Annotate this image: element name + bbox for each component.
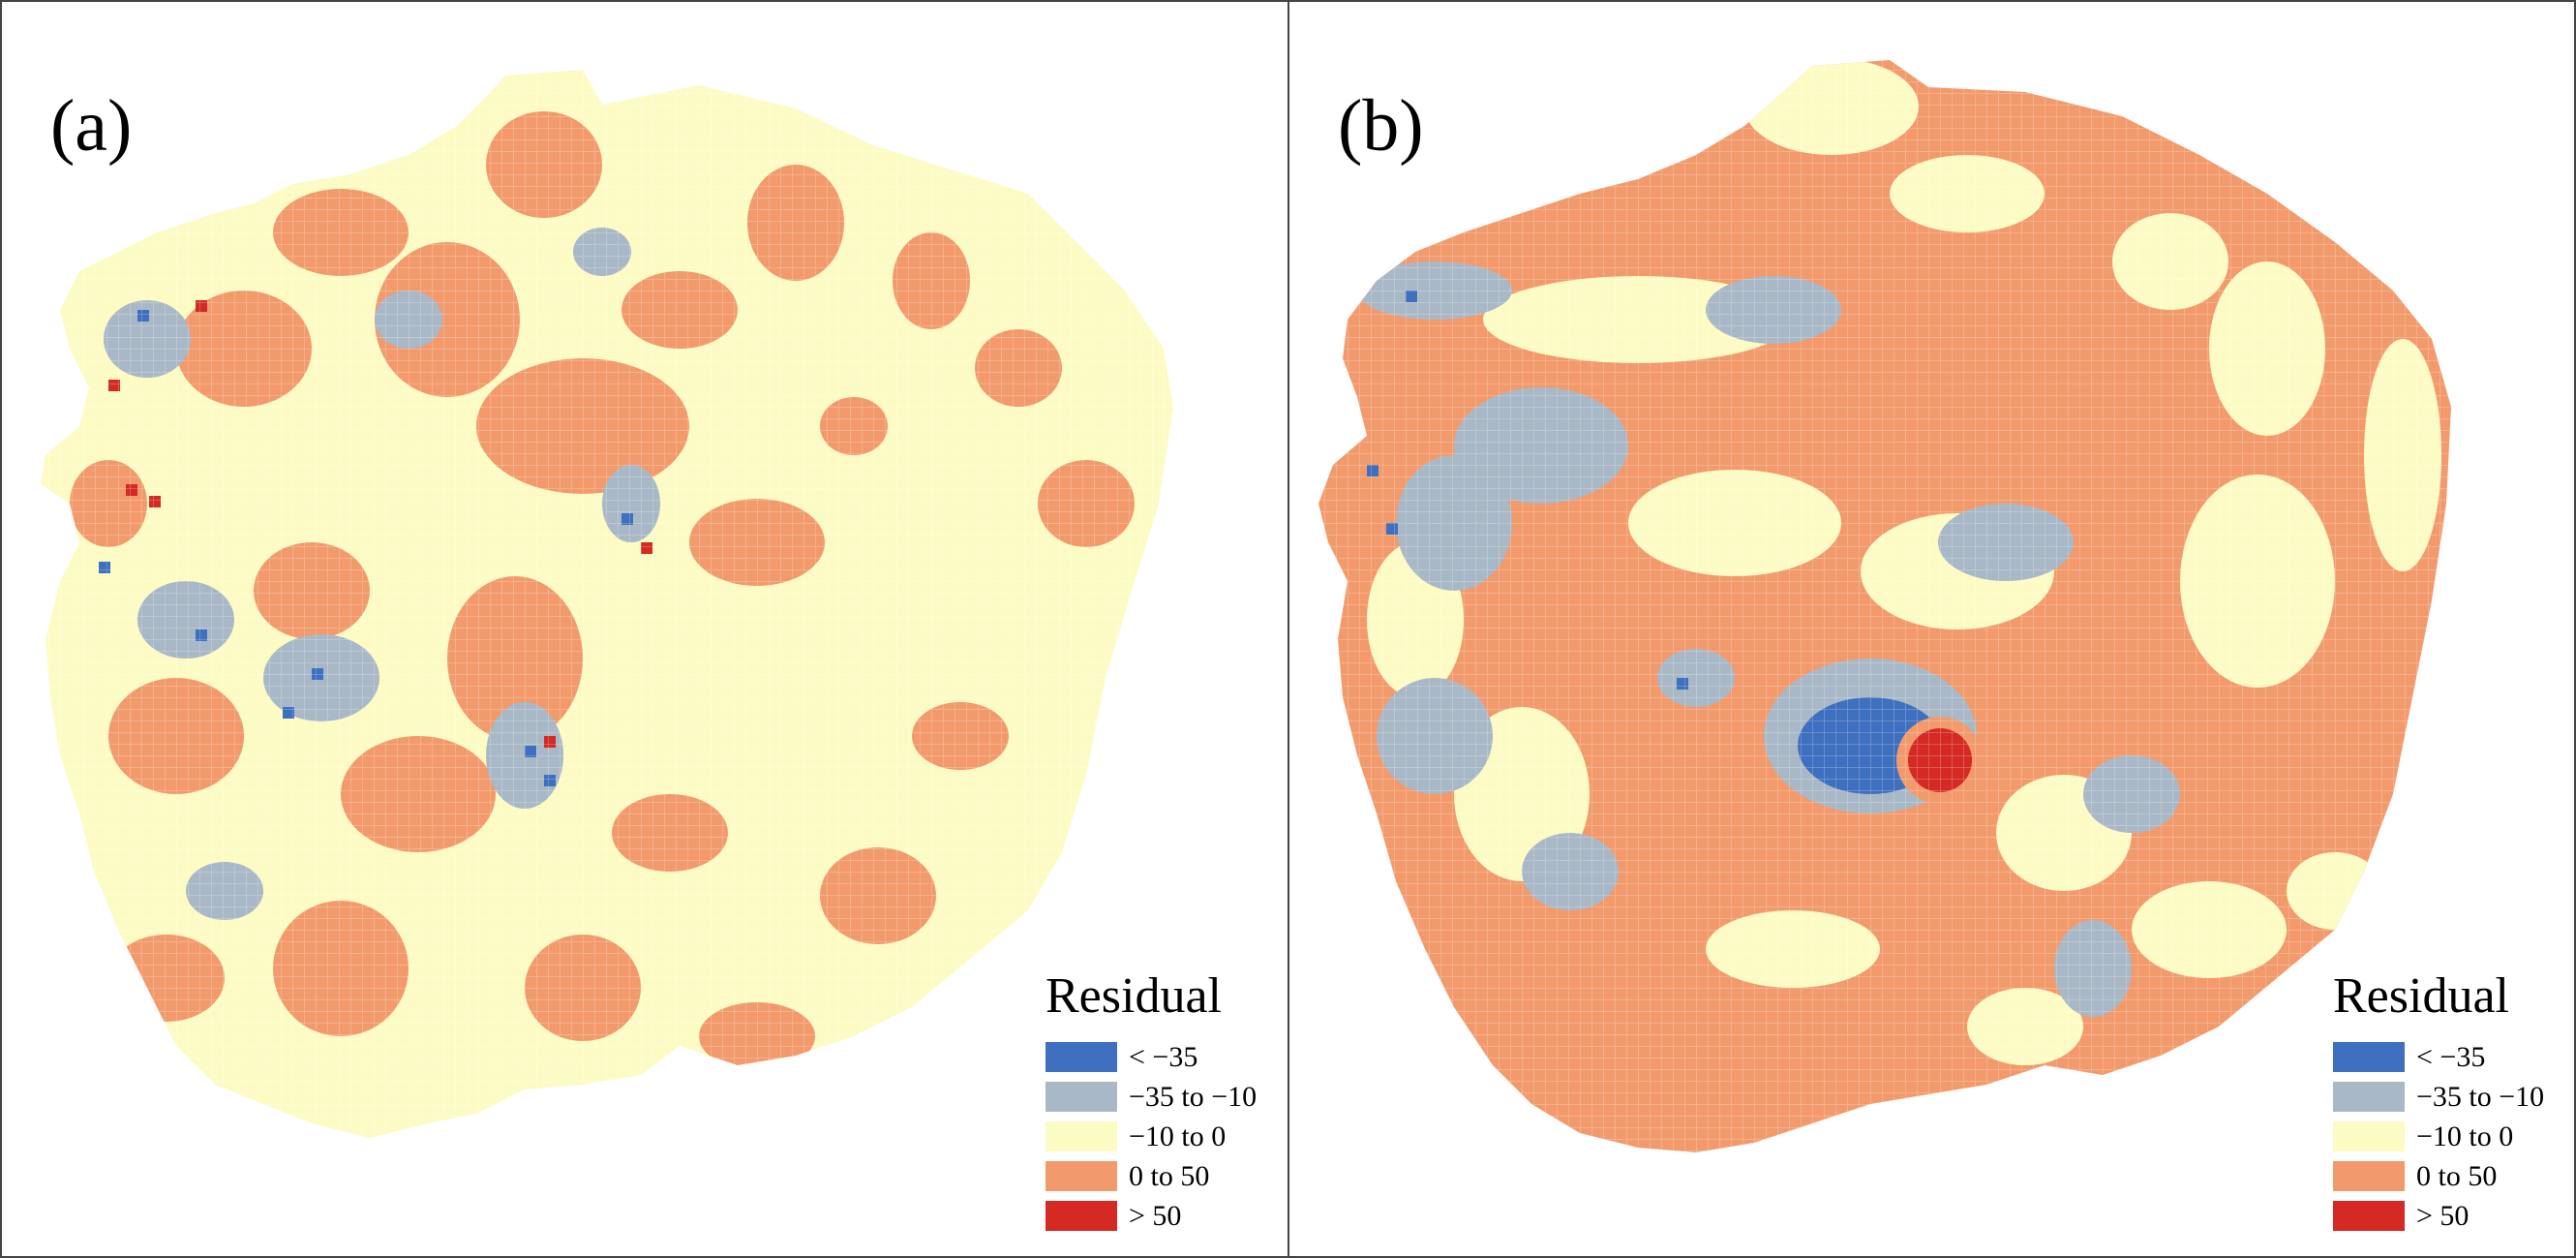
- panel-a: (a) Residual < −35 −35 to −10 −10 to 0 0…: [2, 0, 1288, 1258]
- panel-label-b: (b): [1338, 85, 1424, 167]
- legend-swatch-a-4: [1046, 1161, 1117, 1191]
- legend-item-b-1: < −35: [2333, 1037, 2565, 1077]
- legend-label-b-2: −35 to −10: [2416, 1080, 2545, 1113]
- legend-item-a-4: 0 to 50: [1046, 1156, 1278, 1196]
- legend-swatch-a-2: [1046, 1082, 1117, 1112]
- legend-swatch-b-1: [2333, 1042, 2405, 1072]
- legend-title-a: Residual: [1046, 968, 1222, 1024]
- legend-title-b: Residual: [2333, 968, 2509, 1024]
- legend-swatch-a-5: [1046, 1201, 1117, 1231]
- legend-swatch-b-2: [2333, 1082, 2405, 1112]
- legend-swatch-b-5: [2333, 1201, 2405, 1231]
- legend-item-b-4: 0 to 50: [2333, 1156, 2565, 1196]
- legend-a: Residual < −35 −35 to −10 −10 to 0 0 to …: [1046, 971, 1278, 1236]
- legend-swatch-a-3: [1046, 1121, 1117, 1151]
- legend-label-a-4: 0 to 50: [1129, 1159, 1210, 1192]
- legend-item-b-2: −35 to −10: [2333, 1077, 2565, 1117]
- legend-b: Residual < −35 −35 to −10 −10 to 0 0 to …: [2333, 971, 2565, 1236]
- legend-label-b-5: > 50: [2416, 1199, 2470, 1232]
- legend-item-b-3: −10 to 0: [2333, 1117, 2565, 1156]
- legend-label-a-5: > 50: [1129, 1199, 1182, 1232]
- legend-label-a-1: < −35: [1129, 1040, 1198, 1073]
- legend-swatch-a-1: [1046, 1042, 1117, 1072]
- legend-item-a-5: > 50: [1046, 1196, 1278, 1236]
- legend-label-b-1: < −35: [2416, 1040, 2486, 1073]
- legend-label-a-3: −10 to 0: [1129, 1120, 1227, 1152]
- legend-label-b-3: −10 to 0: [2416, 1120, 2514, 1152]
- legend-item-a-2: −35 to −10: [1046, 1077, 1278, 1117]
- legend-item-a-3: −10 to 0: [1046, 1117, 1278, 1156]
- legend-item-b-5: > 50: [2333, 1196, 2565, 1236]
- legend-label-b-4: 0 to 50: [2416, 1159, 2498, 1192]
- panel-b: (b) Residual < −35 −35 to −10 −10 to 0 0…: [1289, 0, 2575, 1258]
- legend-item-a-1: < −35: [1046, 1037, 1278, 1077]
- legend-label-a-2: −35 to −10: [1129, 1080, 1258, 1113]
- residual-map-a: [41, 70, 1173, 1138]
- legend-swatch-b-4: [2333, 1161, 2405, 1191]
- legend-swatch-b-3: [2333, 1121, 2405, 1151]
- panel-label-a: (a): [50, 85, 133, 167]
- residual-map-b: [1318, 60, 2451, 1152]
- panel-divider: [1288, 0, 1289, 1258]
